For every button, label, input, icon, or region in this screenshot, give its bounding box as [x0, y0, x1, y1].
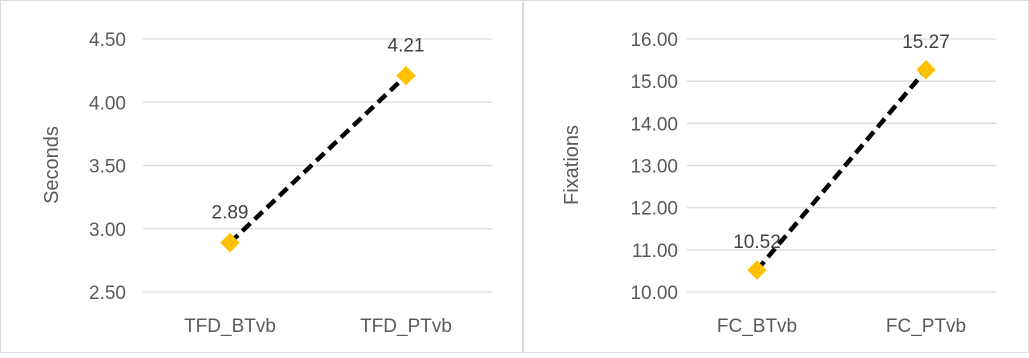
x-tick-label: FC_PTvb: [886, 316, 966, 337]
y-tick-label: 3.00: [89, 220, 126, 241]
data-point-marker: [916, 60, 936, 80]
panel-divider: [522, 0, 524, 353]
data-label: 2.89: [212, 203, 249, 224]
y-tick-label: 4.50: [89, 30, 126, 51]
data-label: 10.52: [733, 232, 781, 253]
x-tick-label: TFD_PTvb: [360, 316, 452, 337]
series-line: [755, 68, 928, 272]
y-tick-label: 16.00: [630, 30, 678, 51]
y-tick-label: 3.50: [89, 157, 126, 178]
series-line: [228, 74, 408, 245]
y-tick-label: 14.00: [630, 114, 678, 135]
y-tick-label: 4.00: [89, 93, 126, 114]
data-label: 15.27: [902, 32, 950, 53]
fixations-chart: 10.00 11.00 12.00 13.00 14.00 15.00 16.00 Fixat…: [561, 30, 996, 337]
x-tick-label: FC_BTvb: [717, 316, 797, 337]
y-tick-label: 2.50: [89, 283, 126, 304]
chart-panel-seconds: 2.50 3.00 3.50 4.00 4.50 Seconds TFD_BTvb TFD_P…: [41, 30, 492, 337]
seconds-chart: 2.50 3.00 3.50 4.00 4.50 Seconds TFD_BTvb TFD_P…: [41, 30, 492, 337]
y-tick-label: 10.00: [630, 283, 678, 304]
data-point-marker: [220, 232, 240, 253]
y-tick-label: 12.00: [630, 199, 678, 220]
y-axis-title: Fixations: [561, 125, 583, 205]
y-tick-label: 15.00: [630, 72, 678, 93]
data-label: 4.21: [388, 36, 425, 57]
data-point-marker: [747, 260, 767, 280]
y-tick-label: 13.00: [630, 157, 678, 178]
chart-panel-fixations: 10.00 11.00 12.00 13.00 14.00 15.00 16.00 Fixat…: [524, 0, 1029, 353]
y-tick-label: 11.00: [632, 241, 678, 262]
x-tick-label: TFD_BTvb: [184, 316, 276, 337]
data-point-marker: [396, 65, 416, 86]
y-axis-title: Seconds: [41, 126, 63, 204]
